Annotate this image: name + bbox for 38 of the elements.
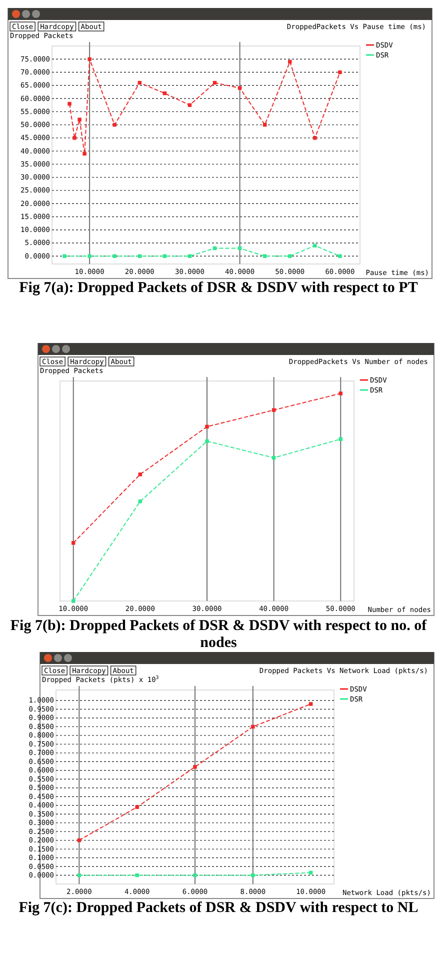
point (112, 122, 116, 127)
point (138, 254, 142, 258)
point (193, 765, 197, 769)
point (272, 408, 276, 412)
point (313, 136, 317, 140)
point (88, 57, 92, 62)
point (188, 103, 192, 107)
point (288, 254, 292, 258)
point (313, 244, 317, 248)
point (262, 254, 267, 258)
caption: Fig 7(a): Dropped Packets of DSR & DSDV with respect to PT (18, 280, 419, 297)
point (62, 254, 66, 258)
point (308, 702, 313, 706)
point (338, 392, 343, 396)
caption: Fig 7(c): Dropped Packets of DSR & DSDV with respect to NL (18, 900, 420, 917)
point (193, 873, 197, 878)
caption: Fig 7(b): Dropped Packets of DSR & DSDV with respect to no. of nodes (9, 618, 428, 652)
point (82, 152, 86, 156)
point (112, 254, 116, 258)
point (135, 873, 139, 878)
point (338, 437, 343, 441)
point (338, 254, 342, 258)
point (205, 439, 209, 444)
point (135, 805, 139, 809)
point (138, 472, 142, 476)
point (88, 254, 92, 258)
point (251, 724, 255, 729)
point (205, 424, 209, 429)
point (288, 60, 292, 64)
point (188, 254, 192, 258)
point (162, 254, 167, 258)
point (338, 70, 342, 74)
point (251, 873, 255, 878)
point (72, 136, 76, 140)
point (68, 102, 72, 106)
point (78, 118, 82, 122)
point (238, 86, 242, 90)
point (71, 541, 76, 545)
